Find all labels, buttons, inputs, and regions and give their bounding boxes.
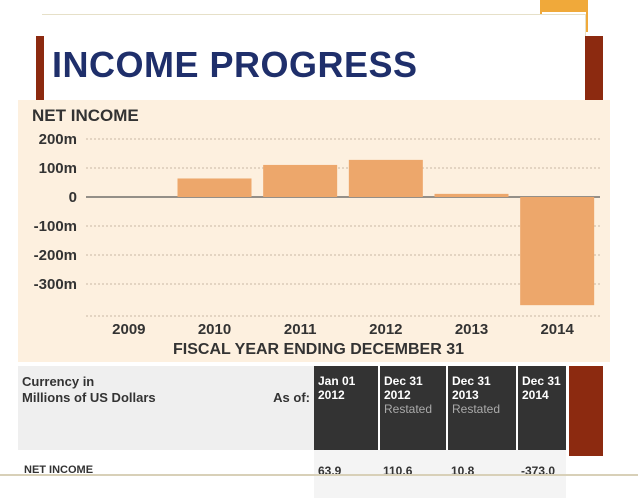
currency-header-line2: Millions of US Dollars bbox=[22, 390, 156, 405]
decor-right-bar bbox=[585, 36, 603, 100]
x-tick-label: 2012 bbox=[369, 321, 402, 338]
title-box bbox=[42, 14, 586, 102]
y-tick-label: 200m bbox=[39, 131, 77, 148]
table-header-row: Currency in Millions of US Dollars As of… bbox=[18, 366, 566, 450]
chart-title: NET INCOME bbox=[32, 106, 139, 125]
x-axis-label: FISCAL YEAR ENDING DECEMBER 31 bbox=[173, 341, 465, 358]
column-header-line1: Jan 01 bbox=[318, 374, 356, 388]
column-header-line2: 2012 bbox=[318, 388, 345, 402]
column-header: Dec 31 2013 Restated bbox=[446, 366, 517, 450]
y-tick-label: -300m bbox=[34, 276, 77, 293]
decor-left-bar bbox=[36, 36, 44, 102]
column-header-note: Restated bbox=[452, 402, 501, 416]
currency-header: Currency in Millions of US Dollars bbox=[18, 366, 176, 450]
chart-panel bbox=[18, 100, 610, 362]
net-income-chart: 200m 100m 0 -100m -200m -300m 2009 2010 2011 2012… bbox=[34, 131, 600, 338]
x-tick-label: 2009 bbox=[112, 321, 145, 338]
x-tick-label: 2014 bbox=[540, 321, 574, 338]
column-header-line2: 2013 bbox=[452, 388, 479, 402]
bottom-divider bbox=[0, 474, 638, 476]
decor-right-bar-lower bbox=[569, 366, 603, 456]
column-header-line1: Dec 31 bbox=[522, 374, 561, 388]
y-tick-label: -200m bbox=[34, 247, 77, 264]
column-header-line1: Dec 31 bbox=[384, 374, 423, 388]
column-header: Dec 31 2012 Restated bbox=[378, 366, 447, 450]
column-header: Jan 01 2012 bbox=[314, 366, 379, 450]
slide-title: INCOME PROGRESS bbox=[52, 44, 418, 85]
bar bbox=[434, 193, 509, 197]
column-header: Dec 31 2014 bbox=[516, 366, 566, 450]
as-of-label: As of: bbox=[176, 366, 314, 450]
decor-gold-block bbox=[540, 0, 588, 12]
x-tick-label: 2013 bbox=[455, 321, 488, 338]
bar bbox=[177, 178, 252, 197]
y-tick-label: -100m bbox=[34, 218, 77, 235]
column-header-note: Restated bbox=[384, 402, 433, 416]
currency-header-line1: Currency in bbox=[22, 374, 95, 389]
column-header-line1: Dec 31 bbox=[452, 374, 491, 388]
x-tick-label: 2011 bbox=[284, 321, 317, 338]
column-header-line2: 2014 bbox=[522, 388, 549, 402]
y-tick-label: 100m bbox=[39, 160, 77, 177]
column-header-line2: 2012 bbox=[384, 388, 411, 402]
bar bbox=[348, 159, 423, 197]
net-income-table: Currency in Millions of US Dollars As of… bbox=[18, 366, 566, 498]
x-tick-label: 2010 bbox=[198, 321, 231, 338]
y-tick-label: 0 bbox=[69, 189, 77, 206]
bar bbox=[520, 197, 595, 306]
bar bbox=[263, 164, 338, 197]
